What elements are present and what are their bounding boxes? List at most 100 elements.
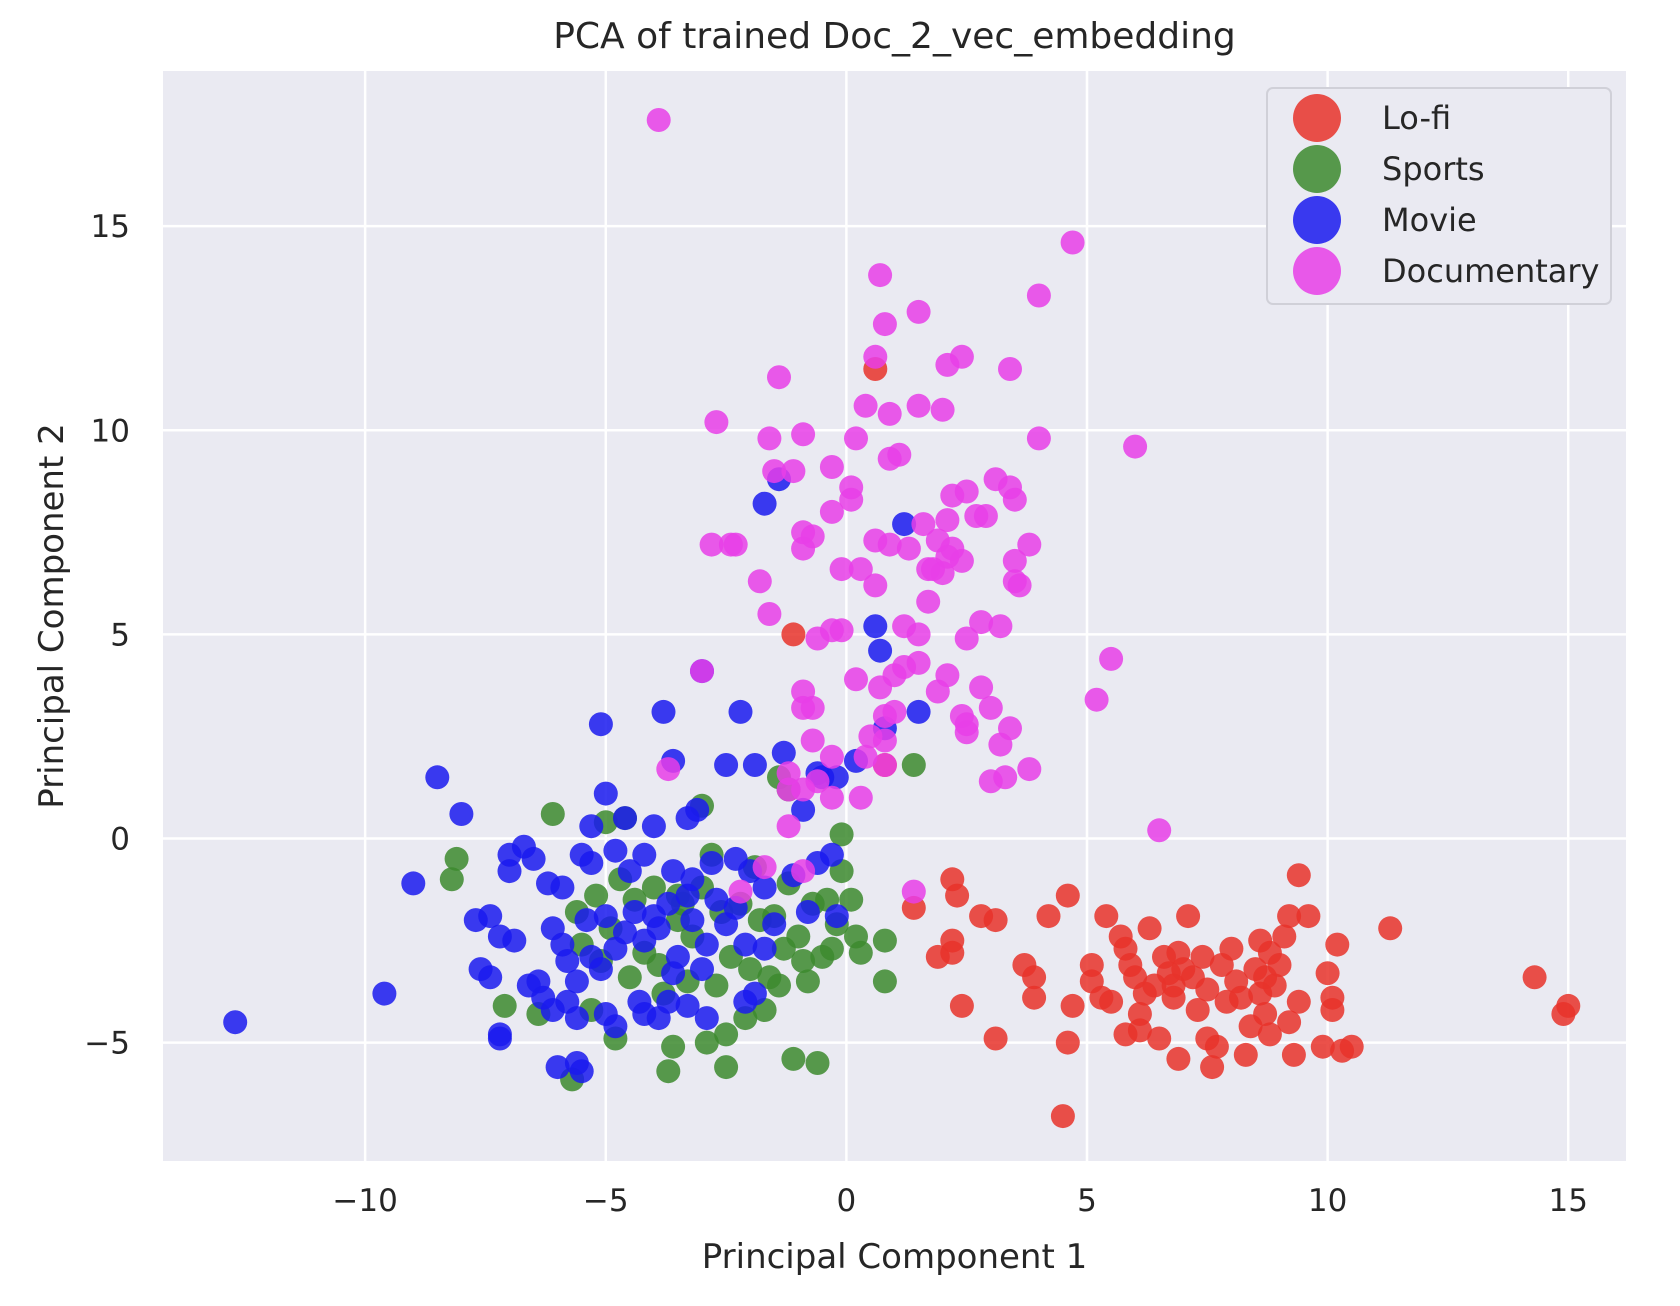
data-point bbox=[738, 957, 763, 982]
data-point bbox=[940, 940, 965, 965]
data-point bbox=[617, 859, 642, 884]
data-point bbox=[545, 1055, 570, 1080]
data-point bbox=[1099, 646, 1124, 671]
data-point bbox=[1036, 904, 1061, 929]
data-point bbox=[564, 969, 589, 994]
data-point bbox=[593, 904, 618, 929]
data-point bbox=[791, 797, 816, 822]
data-point bbox=[651, 699, 676, 724]
data-point bbox=[449, 802, 474, 826]
data-point bbox=[795, 900, 820, 924]
data-point bbox=[1195, 977, 1220, 1002]
data-point bbox=[930, 397, 955, 422]
legend-label: Lo-fi bbox=[1382, 99, 1451, 137]
data-point bbox=[848, 940, 873, 965]
data-point bbox=[685, 797, 710, 822]
data-point bbox=[733, 989, 758, 1014]
data-point bbox=[1176, 904, 1201, 929]
data-point bbox=[675, 883, 700, 908]
data-point bbox=[829, 822, 854, 847]
data-point bbox=[656, 757, 681, 782]
data-point bbox=[656, 989, 681, 1014]
data-point bbox=[1219, 936, 1244, 961]
data-point bbox=[579, 851, 604, 875]
data-point bbox=[757, 426, 782, 451]
data-point bbox=[747, 569, 772, 594]
legend: Lo-fi Sports Movie Documentary bbox=[1266, 87, 1612, 305]
data-point bbox=[632, 842, 657, 867]
data-point bbox=[1017, 757, 1042, 782]
data-point bbox=[1320, 998, 1345, 1022]
data-point bbox=[401, 871, 426, 896]
data-point bbox=[1079, 953, 1104, 977]
data-point bbox=[661, 1034, 686, 1059]
data-point bbox=[372, 981, 397, 1006]
data-point bbox=[714, 753, 739, 777]
data-point bbox=[795, 969, 820, 994]
data-point bbox=[1200, 1055, 1225, 1080]
data-point bbox=[877, 401, 902, 426]
data-point bbox=[1050, 1104, 1075, 1129]
data-point bbox=[1272, 924, 1297, 949]
data-point bbox=[839, 887, 864, 912]
data-point bbox=[540, 802, 565, 826]
data-point bbox=[752, 855, 777, 880]
data-point bbox=[877, 532, 902, 557]
data-point bbox=[872, 753, 897, 777]
data-point bbox=[593, 781, 618, 806]
x-tick-label: 0 bbox=[837, 1183, 857, 1219]
data-point bbox=[1002, 487, 1027, 512]
data-point bbox=[1123, 434, 1148, 459]
data-point bbox=[872, 312, 897, 337]
data-point bbox=[1315, 961, 1340, 986]
data-point bbox=[646, 916, 671, 941]
data-point bbox=[555, 949, 580, 973]
data-point bbox=[863, 573, 888, 598]
data-point bbox=[588, 957, 613, 982]
data-point bbox=[819, 936, 844, 961]
data-point bbox=[906, 650, 931, 675]
data-point bbox=[969, 610, 994, 635]
data-point bbox=[1022, 965, 1047, 990]
data-point bbox=[704, 887, 729, 912]
data-point bbox=[819, 744, 844, 769]
data-point bbox=[935, 352, 960, 377]
data-point bbox=[872, 728, 897, 753]
data-point bbox=[752, 491, 777, 516]
data-point bbox=[906, 393, 931, 418]
data-point bbox=[983, 908, 1008, 933]
data-point bbox=[1060, 230, 1085, 255]
data-point bbox=[1262, 973, 1287, 998]
legend-marker bbox=[1293, 247, 1341, 295]
data-point bbox=[699, 851, 724, 875]
y-tick-label: 15 bbox=[91, 209, 130, 245]
data-point bbox=[872, 928, 897, 953]
data-point bbox=[1147, 818, 1172, 843]
data-point bbox=[819, 499, 844, 524]
data-point bbox=[767, 973, 791, 998]
data-point bbox=[675, 993, 700, 1018]
data-point bbox=[819, 785, 844, 810]
data-point bbox=[1190, 944, 1215, 969]
data-point bbox=[704, 410, 729, 435]
data-point bbox=[767, 365, 791, 390]
data-point bbox=[868, 263, 893, 288]
data-point bbox=[497, 859, 522, 884]
data-point bbox=[949, 548, 974, 573]
data-point bbox=[848, 785, 873, 810]
y-tick-label: −5 bbox=[84, 1026, 130, 1062]
data-point bbox=[550, 875, 575, 900]
data-point bbox=[603, 838, 628, 863]
x-tick-label: 15 bbox=[1549, 1183, 1588, 1219]
data-point bbox=[439, 867, 464, 892]
data-point bbox=[868, 638, 893, 663]
data-point bbox=[1055, 1030, 1080, 1055]
data-point bbox=[1127, 1018, 1152, 1043]
y-tick-label: 0 bbox=[110, 821, 130, 857]
data-point bbox=[1325, 932, 1350, 957]
data-point bbox=[805, 1051, 830, 1075]
data-point bbox=[1286, 863, 1311, 888]
data-point bbox=[444, 846, 469, 871]
data-point bbox=[694, 1006, 719, 1031]
data-point bbox=[613, 806, 637, 831]
